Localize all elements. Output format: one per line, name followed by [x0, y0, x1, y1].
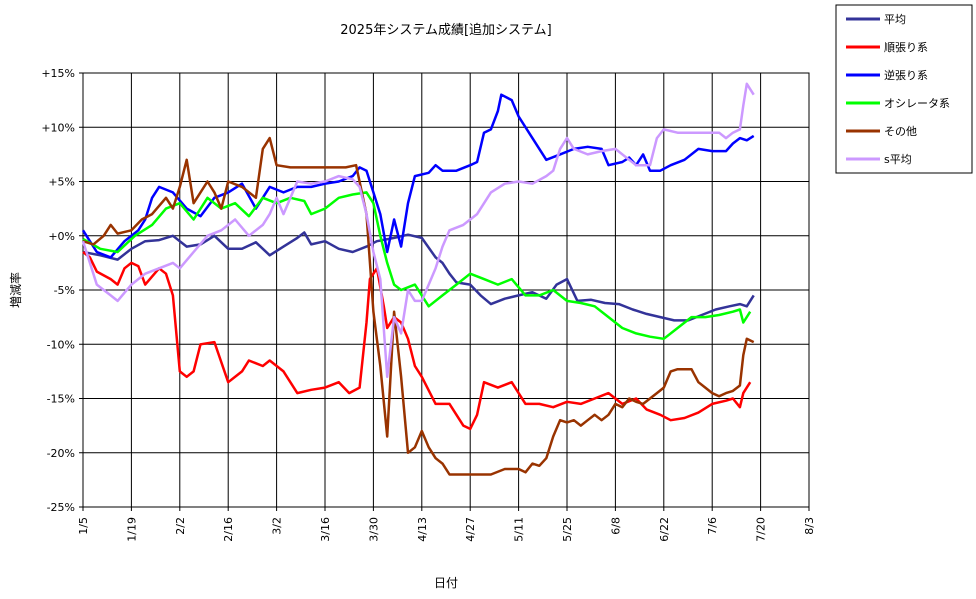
series-line-6	[81, 82, 755, 379]
y-tick-label: -15%	[47, 393, 75, 406]
legend-box	[835, 4, 973, 174]
x-tick-label: 4/13	[416, 517, 429, 542]
legend-label: 順張り系	[884, 41, 928, 54]
series-line-4	[82, 191, 752, 341]
legend-label: 平均	[884, 13, 906, 26]
y-tick-label: -5%	[54, 284, 75, 297]
series-line-3	[81, 93, 755, 259]
y-tick-label: -25%	[47, 501, 75, 514]
legend-label: その他	[884, 125, 917, 138]
x-tick-label: 3/16	[319, 517, 332, 542]
x-tick-label: 5/25	[561, 517, 574, 542]
x-axis-ticks: 1/5 1/19 2/2 2/16 3/2 3/16 3/30 4/13 4/27 5/11 5/2…	[77, 517, 816, 542]
x-tick-label: 1/19	[125, 517, 138, 542]
x-tick-label: 6/8	[609, 517, 622, 535]
x-tick-label: 3/30	[367, 517, 380, 542]
y-tick-label: +15%	[41, 67, 75, 80]
x-tick-label: 6/22	[658, 517, 671, 542]
x-tick-label: 8/3	[803, 517, 816, 535]
series-lines	[81, 82, 755, 476]
x-tick-label: 2/2	[174, 517, 187, 535]
legend-label: 逆張り系	[884, 68, 928, 82]
legend-label: オシレータ系	[884, 97, 950, 110]
y-tick-label: +5%	[48, 176, 75, 189]
x-tick-label: 3/2	[271, 517, 284, 535]
y-axis-ticks: +15% +10% +5% +0% -5% -10% -15% -20% -25%	[41, 67, 75, 514]
y-tick-label: -10%	[47, 338, 75, 351]
x-tick-label: 2/16	[222, 517, 235, 542]
y-tick-label: +10%	[41, 121, 75, 134]
chart-title: 2025年システム成績[追加システム]	[340, 22, 551, 38]
series-line-2	[82, 251, 752, 431]
x-tick-label: 4/27	[464, 517, 477, 542]
legend-label: s平均	[884, 153, 912, 166]
y-tick-label: -20%	[47, 447, 75, 460]
y-tick-label: +0%	[48, 230, 75, 243]
x-tick-label: 7/20	[755, 517, 768, 542]
x-tick-label: 7/6	[706, 517, 719, 535]
x-tick-label: 1/5	[77, 517, 90, 535]
x-tick-label: 5/11	[513, 517, 526, 542]
x-axis-label: 日付	[434, 576, 458, 590]
y-axis-label: 増減率	[8, 272, 23, 308]
series-line-5	[82, 136, 755, 476]
